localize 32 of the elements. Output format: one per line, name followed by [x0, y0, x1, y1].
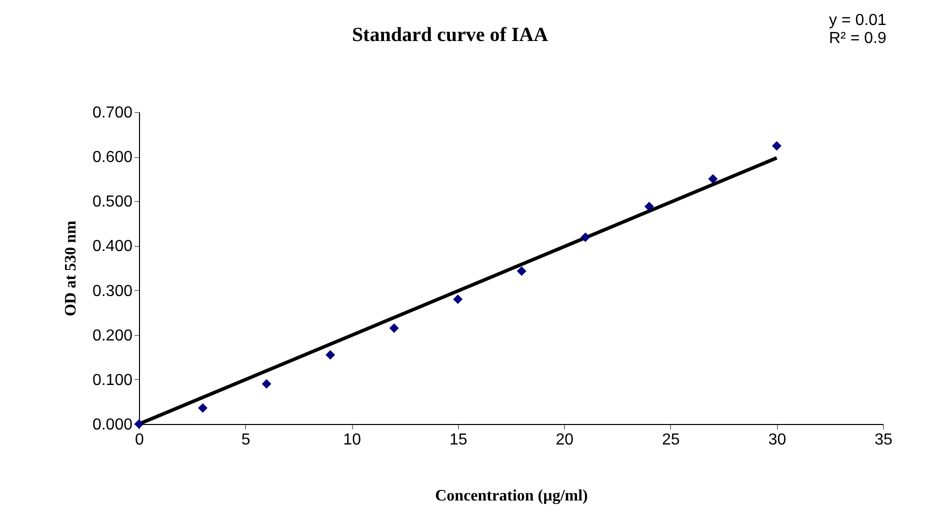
x-tick-label: 25 [662, 432, 680, 448]
point [708, 174, 718, 184]
text: y = 0.01 [829, 12, 886, 29]
point [389, 323, 399, 333]
point [326, 350, 336, 360]
x-tick-label: 15 [449, 432, 468, 448]
x-tick-label: 35 [874, 432, 892, 448]
y-axis-title: OD at 530 nm [62, 220, 80, 316]
y-tick-label: 0.000 [92, 416, 133, 434]
point [772, 141, 782, 151]
x-axis-title: Concentration (µg/ml) [435, 488, 588, 504]
point [198, 403, 208, 413]
point [134, 419, 144, 429]
y-tick-label: 0.700 [92, 104, 133, 122]
point [516, 266, 526, 276]
point [644, 202, 654, 212]
chart-title: Standard curve of IAA [352, 24, 549, 46]
x-tick-label: 0 [135, 432, 144, 448]
x-tick-label: 20 [556, 432, 574, 448]
point [262, 379, 272, 389]
y-tick-label: 0.200 [92, 327, 133, 344]
x-tick-label: 10 [343, 432, 362, 448]
y-tick-label: 0.100 [92, 372, 133, 389]
point [580, 232, 590, 242]
x-tick-label: 30 [768, 432, 786, 448]
y-tick-label: 0.300 [92, 282, 133, 300]
y-tick-label: 0.500 [92, 194, 133, 211]
text: R² = 0.9 [829, 30, 886, 47]
y-tick-label: 0.400 [92, 238, 133, 256]
y-tick-label: 0.600 [92, 149, 133, 166]
x-tick-label: 5 [241, 432, 250, 448]
point [453, 294, 463, 304]
